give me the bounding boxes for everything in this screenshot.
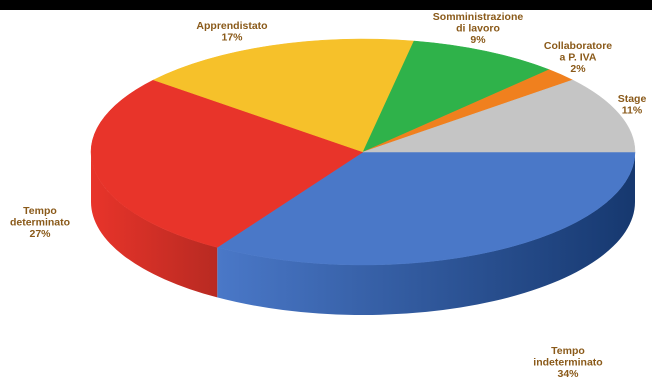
- slice-side-tempo-1: [91, 152, 218, 298]
- slice-labels: Tempo indeterminato 34% Tempo determinato 27%…: [10, 11, 647, 380]
- slice-label-tempo-0: Tempo indeterminato 34%: [533, 345, 602, 380]
- slice-stage-5: [362, 79, 636, 153]
- pie-sides: [91, 152, 635, 315]
- slice-label-tempo-1: Tempo determinato 27%: [10, 205, 70, 240]
- slice-tempo-0: [216, 151, 636, 266]
- slice-label-somministrazione-3: Somministrazione di lavoro 9%: [433, 11, 524, 46]
- slice-side-tempo-0: [217, 152, 635, 315]
- slice-label-collaboratore-4: Collaboratore a P. IVA 2%: [544, 40, 612, 75]
- slice-apprendistato-2: [152, 38, 415, 153]
- slice-label-stage-5: Stage 11%: [618, 93, 647, 117]
- slice-somministrazione-3: [362, 40, 550, 153]
- slice-tempo-1: [90, 79, 364, 248]
- slice-label-apprendistato-2: Apprendistato 17%: [196, 20, 267, 44]
- pie-slices: [90, 38, 636, 266]
- top-band: [0, 0, 652, 10]
